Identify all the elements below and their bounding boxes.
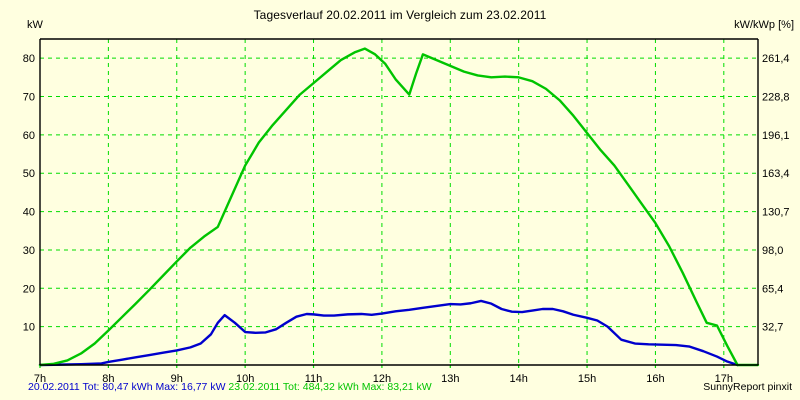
x-axis-tick: 13h — [441, 373, 459, 385]
y2-axis-tick: 130,7 — [762, 207, 790, 219]
y2-axis-tick: 32,7 — [762, 322, 783, 334]
legend-series-blue: 20.02.2011 Tot: 80,47 kWh Max: 16,77 kW — [28, 381, 226, 393]
y-axis-tick: 80 — [23, 53, 35, 65]
x-axis-tick: 10h — [236, 373, 254, 385]
y2-axis-tick: 163,4 — [762, 168, 790, 180]
x-axis-tick: 12h — [373, 373, 391, 385]
x-axis-tick: 15h — [578, 373, 596, 385]
x-axis-tick: 7h — [34, 373, 46, 385]
x-axis-tick: 8h — [102, 373, 114, 385]
y2-axis-tick: 98,0 — [762, 245, 783, 257]
y-axis-tick: 10 — [23, 322, 35, 334]
footer-credit: SunnyReport pinxit — [703, 381, 792, 393]
x-axis-tick: 17h — [715, 373, 733, 385]
y2-axis-tick: 196,1 — [762, 130, 790, 142]
left-axis-unit-label: kW — [27, 19, 43, 31]
y-axis-tick: 70 — [23, 92, 35, 104]
series-line-green — [38, 47, 760, 367]
x-axis-tick: 9h — [171, 373, 183, 385]
right-axis-unit-label: kW/kWp [%] — [734, 19, 794, 31]
x-axis-tick: 11h — [305, 373, 323, 385]
series-lines — [38, 47, 760, 367]
plot-frame — [39, 38, 759, 366]
x-axis-tick: 14h — [509, 373, 527, 385]
y2-axis-tick: 65,4 — [762, 283, 783, 295]
y2-axis-tick: 228,8 — [762, 92, 790, 104]
legend-series-green: 23.02.2011 Tot: 484,32 kWh Max: 83,21 kW — [228, 381, 432, 393]
page-title: Tagesverlauf 20.02.2011 im Vergleich zum… — [253, 8, 547, 22]
grid-lines — [39, 39, 758, 368]
chart-footer: 20.02.2011 Tot: 80,47 kWh Max: 16,77 kW … — [0, 381, 800, 397]
y2-axis-tick: 261,4 — [762, 53, 790, 65]
series-line-blue — [38, 299, 739, 367]
y-axis-tick: 20 — [23, 283, 35, 295]
y-axis-tick: 50 — [23, 168, 35, 180]
y-axis-tick: 40 — [23, 207, 35, 219]
x-axis-tick: 16h — [646, 373, 664, 385]
axis-tick-labels: 10 32,7 20 65,4 30 98,0 40 130,7 50 163,4 60 196,1 7… — [23, 53, 790, 385]
y-axis-tick: 60 — [23, 130, 35, 142]
plot-background — [40, 39, 758, 365]
y-axis-tick: 30 — [23, 245, 35, 257]
legend-summaries: 20.02.2011 Tot: 80,47 kWh Max: 16,77 kW … — [28, 381, 432, 393]
